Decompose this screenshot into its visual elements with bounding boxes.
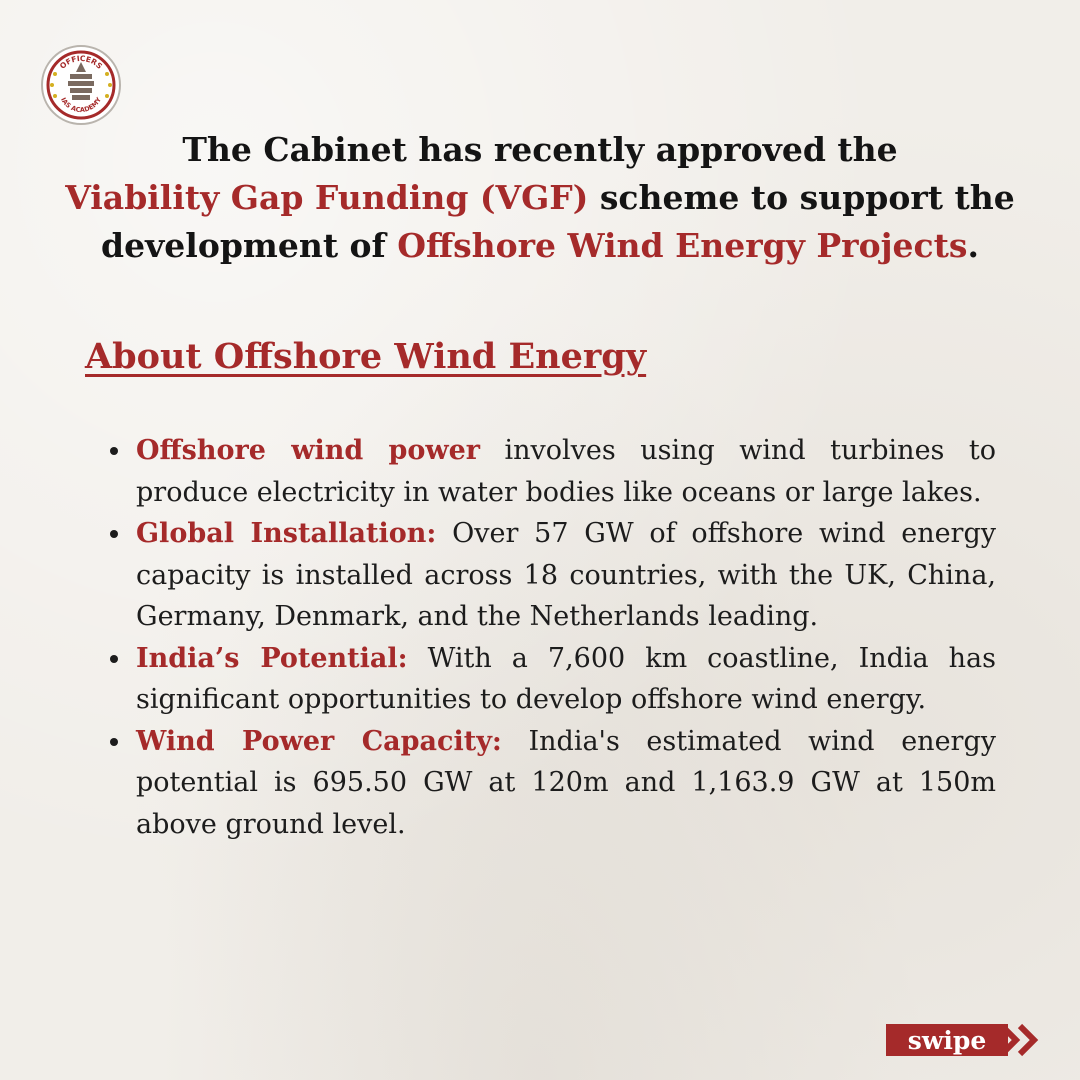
bullet-label: Global Installation:	[136, 518, 437, 549]
logo-emblem: OFFICERS IAS ACADEMY	[41, 45, 121, 125]
bullet-label: Wind Power Capacity:	[136, 725, 502, 757]
bullet-label: Offshore wind power	[136, 435, 481, 466]
headline-highlight-vgf: Viability Gap Funding (VGF)	[65, 178, 589, 217]
bullet-text: involves using wind turbines to produce …	[136, 435, 996, 508]
bullet-item-wind-power-capacity: Wind Power Capacity: India's estimated w…	[110, 721, 996, 846]
bullet-text: India's estimated wind energy potential …	[136, 725, 996, 840]
double-chevron-right-icon	[999, 1023, 1039, 1057]
bullet-item-global-installation: Global Installation: Over 57 GW of offsh…	[110, 513, 997, 638]
swipe-label: swipe	[886, 1024, 1008, 1056]
bullet-item-offshore-wind-power: Offshore wind power involves using wind …	[110, 430, 996, 513]
bullet-text: Over 57 GW of offshore wind energy capac…	[136, 518, 997, 632]
academy-logo: OFFICERS IAS ACADEMY	[40, 44, 122, 126]
headline: The Cabinet has recently approved the Vi…	[60, 126, 1020, 270]
bullet-label: India’s Potential:	[136, 642, 408, 674]
section-title: About Offshore Wind Energy	[85, 336, 647, 377]
bullet-text: With a 7,600 km coastline, India has sig…	[136, 642, 996, 716]
bullet-item-india-potential: India’s Potential: With a 7,600 km coast…	[110, 638, 996, 721]
bullet-list: Offshore wind power involves using wind …	[110, 430, 997, 846]
headline-part2: scheme to support the development of	[101, 178, 1015, 265]
swipe-button[interactable]: swipe	[886, 1022, 1050, 1058]
headline-part3: .	[967, 226, 979, 265]
headline-part1: The Cabinet has recently approved the	[182, 130, 898, 169]
headline-highlight-offshore: Offshore Wind Energy Projects	[397, 226, 968, 265]
